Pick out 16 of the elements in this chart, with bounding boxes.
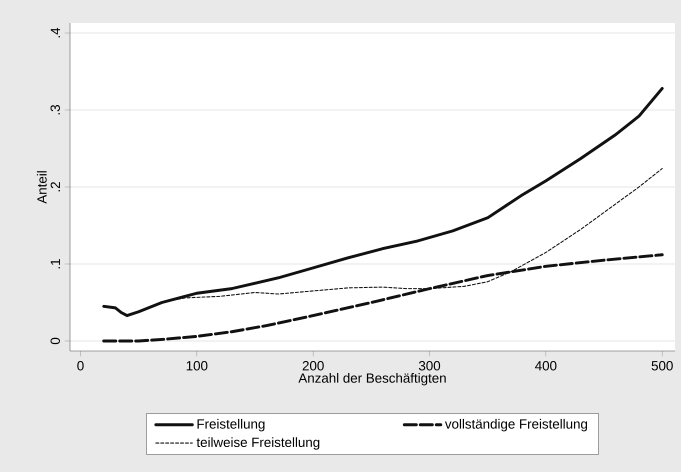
y-tick-label: 0 xyxy=(50,338,60,344)
x-tick-label: 400 xyxy=(535,361,556,370)
x-tick-label: 100 xyxy=(186,361,208,370)
x-tick-label: 300 xyxy=(418,361,440,370)
x-tick-label: 200 xyxy=(302,361,324,370)
y-tick-label: .4 xyxy=(50,28,60,38)
legend-label: Freistellung xyxy=(198,418,264,432)
x-axis-title: Anzahl der Beschäftigten xyxy=(298,372,446,386)
legend-label: teilweise Freistellung xyxy=(196,437,320,450)
y-tick-label: .3 xyxy=(50,105,60,114)
y-axis-title: Anteil xyxy=(36,171,47,204)
x-tick-label: 500 xyxy=(652,361,673,370)
y-tick-label: .1 xyxy=(50,259,60,268)
legend-label: vollständige Freistellung xyxy=(444,418,588,432)
y-tick-label: .2 xyxy=(50,182,60,192)
x-tick-label: 0 xyxy=(77,361,84,370)
